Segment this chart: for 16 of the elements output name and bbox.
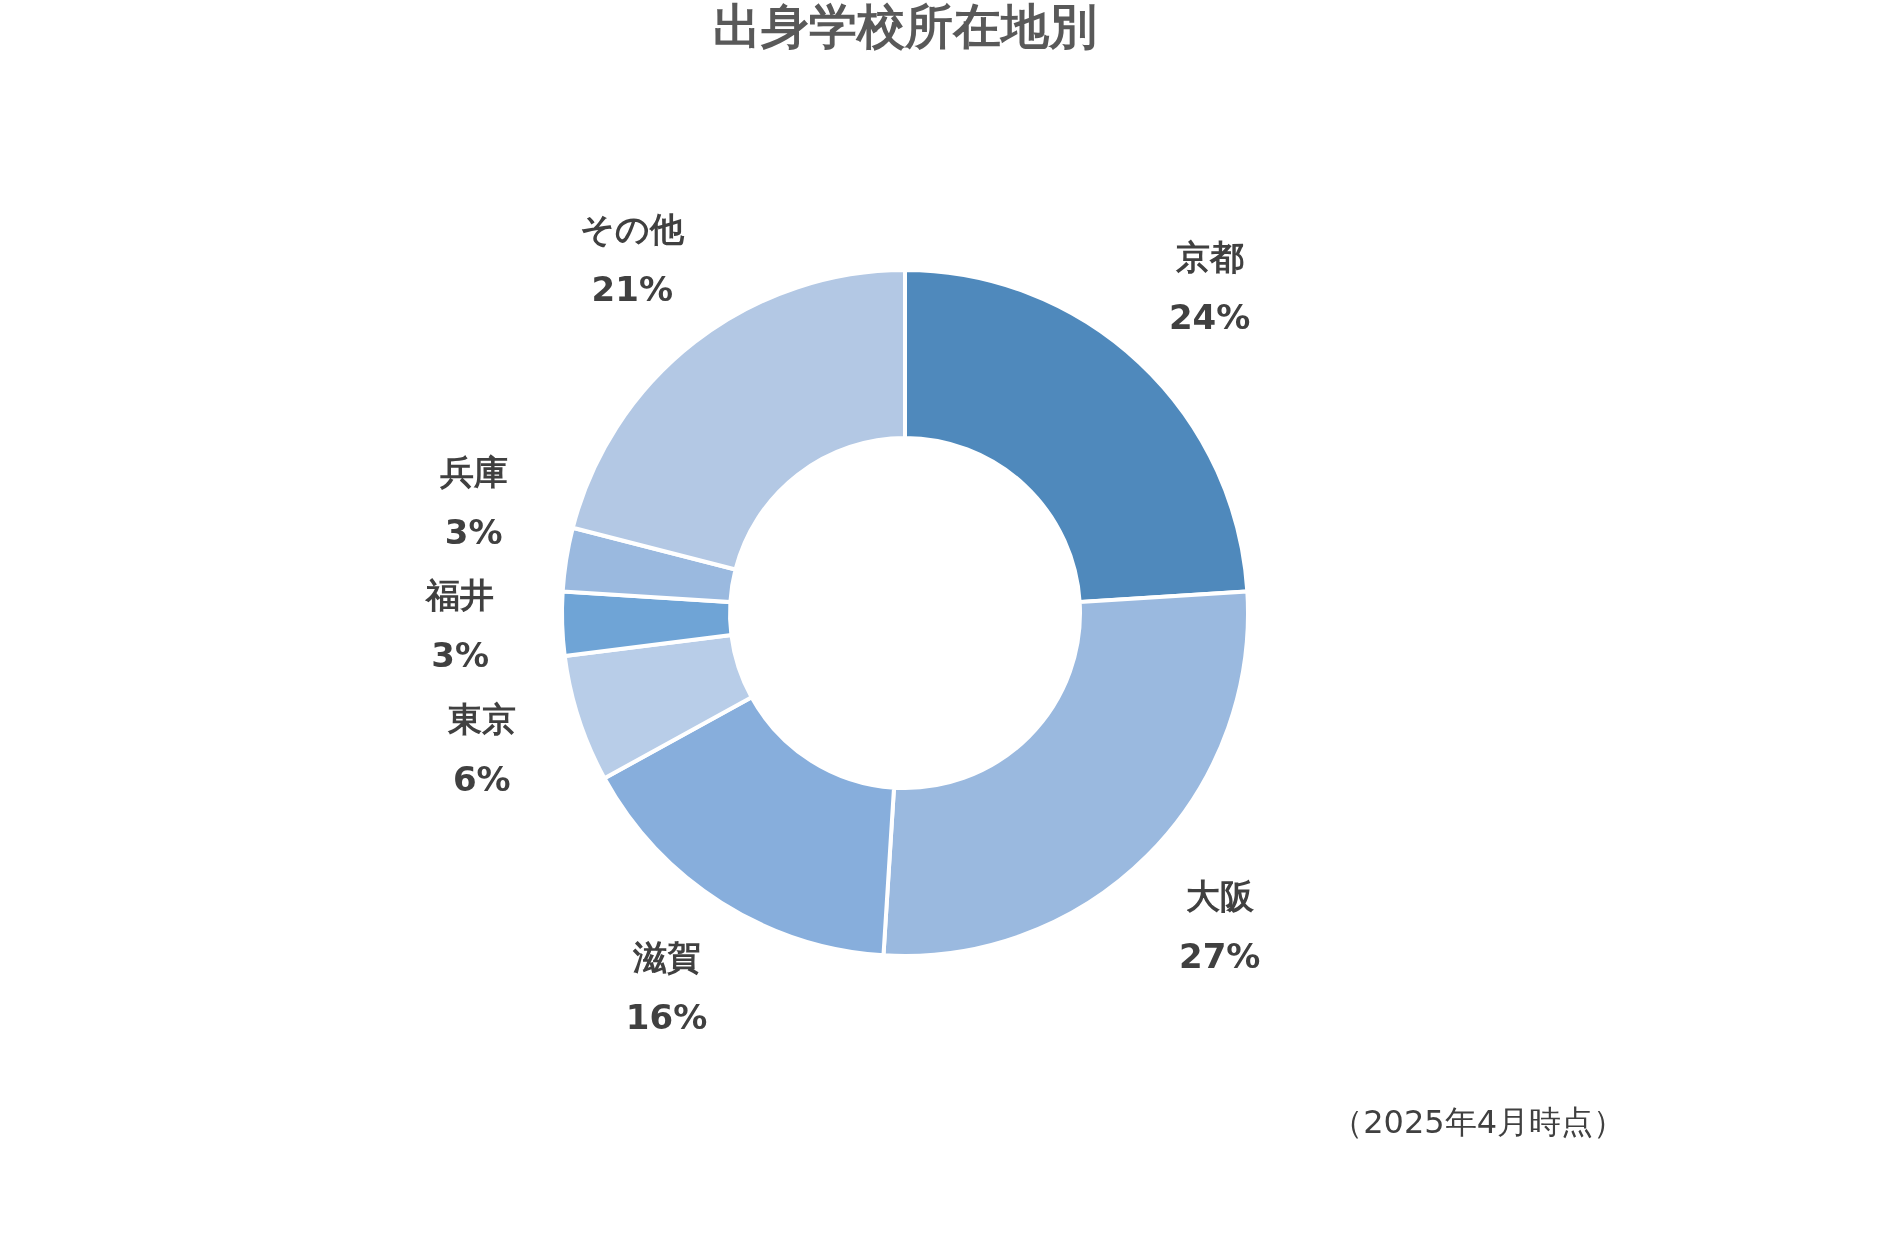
data-label: 6% xyxy=(452,758,511,799)
slice-label: 大阪 xyxy=(1185,875,1255,916)
slice-label: 京都 xyxy=(1174,236,1244,277)
data-label: 21% xyxy=(591,269,673,310)
data-label: 3% xyxy=(431,634,490,675)
slice-label: 東京 xyxy=(446,698,516,739)
data-label: 27% xyxy=(1178,935,1261,976)
chart-title: 出身学校所在地別 xyxy=(713,0,1097,54)
text: （2025年4月時点） xyxy=(1331,1103,1625,1141)
slice-label: 滋賀 xyxy=(631,936,701,977)
slice-label: 福井 xyxy=(424,574,495,615)
slice-label: その他 xyxy=(580,209,686,250)
data-label: 3% xyxy=(444,511,503,552)
data-label: 24% xyxy=(1168,296,1251,337)
slice-label: 兵庫 xyxy=(438,451,508,492)
data-label: 16% xyxy=(625,996,708,1037)
